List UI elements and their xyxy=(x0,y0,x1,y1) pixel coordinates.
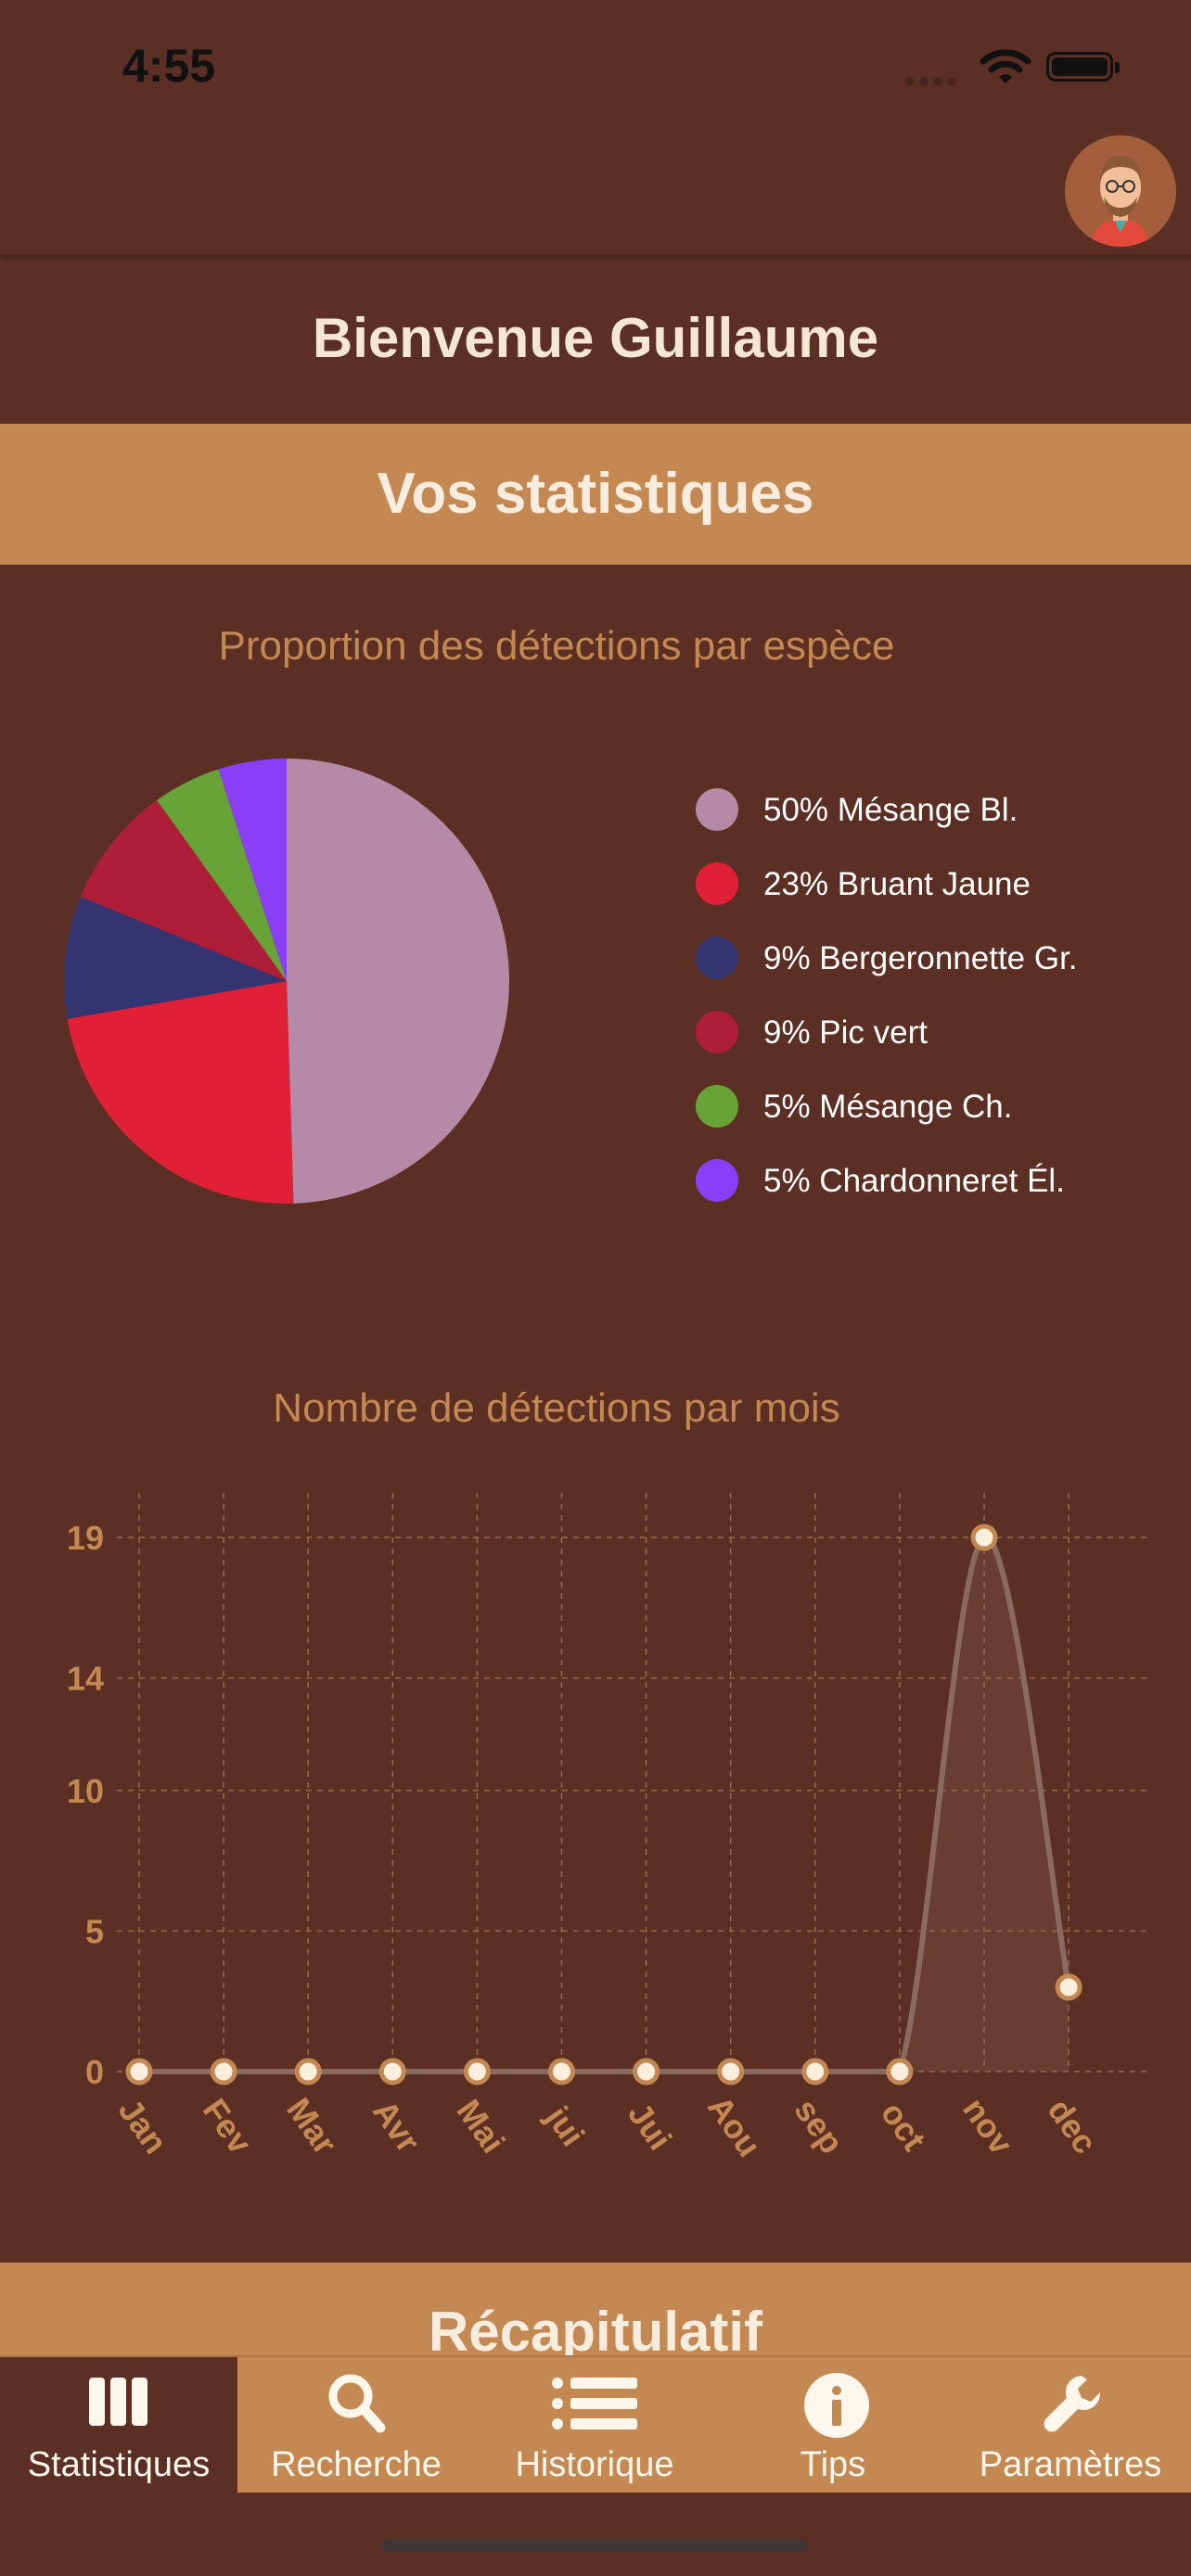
search-icon xyxy=(328,2374,386,2433)
x-tick-label: Mar xyxy=(279,2091,344,2162)
tab-label: Recherche xyxy=(271,2445,442,2484)
columns-icon xyxy=(89,2378,147,2426)
battery-icon xyxy=(1046,52,1120,82)
wifi-icon xyxy=(980,49,1031,83)
tab-recherche[interactable]: Recherche xyxy=(237,2357,475,2493)
app-header xyxy=(0,130,1191,256)
pie-slice-3 xyxy=(80,799,288,981)
legend-label: 5% Mésange Ch. xyxy=(763,1089,1013,1125)
x-tick-label: sep xyxy=(787,2092,851,2161)
home-indicator xyxy=(382,2539,809,2552)
pie-slice-1 xyxy=(67,981,294,1204)
x-tick-label: jui xyxy=(538,2098,592,2153)
data-point xyxy=(717,2058,745,2085)
legend-swatch xyxy=(696,937,738,979)
y-tick-label: 5 xyxy=(85,1912,104,1950)
y-tick-label: 14 xyxy=(67,1660,104,1698)
welcome-heading: Bienvenue Guillaume xyxy=(312,307,879,369)
data-point xyxy=(548,2058,575,2085)
legend-swatch xyxy=(696,788,738,831)
tab-historique[interactable]: Historique xyxy=(476,2357,713,2493)
series-area xyxy=(139,1537,1069,2072)
legend-label: 23% Bruant Jaune xyxy=(763,866,1031,902)
data-point xyxy=(970,1524,998,1551)
tab-label: Paramètres xyxy=(979,2445,1162,2484)
data-point xyxy=(886,2058,914,2085)
pie-chart-title: Proportion des détections par espèce xyxy=(218,623,895,669)
x-tick-label: nov xyxy=(955,2091,1020,2162)
cellular-signal-icon xyxy=(905,74,961,91)
data-point xyxy=(1055,1973,1082,2001)
wrench-icon xyxy=(1044,2376,1101,2432)
data-point xyxy=(801,2058,829,2085)
tab-label: Tips xyxy=(800,2445,866,2484)
stats-section-title: Vos statistiques xyxy=(0,424,1191,565)
x-tick-label: Fev xyxy=(196,2092,260,2161)
user-avatar[interactable] xyxy=(1065,135,1176,247)
bottom-tab-bar: Statistiques Recherche Historique Tips P… xyxy=(0,2355,1191,2493)
data-point xyxy=(210,2058,237,2085)
list-icon xyxy=(552,2378,637,2429)
legend-label: 9% Bergeronnette Gr. xyxy=(763,940,1078,976)
pie-slice-0 xyxy=(287,759,510,1204)
legend-swatch xyxy=(696,1085,738,1128)
status-bar: 4:55 xyxy=(0,0,1191,130)
legend-swatch xyxy=(696,1011,738,1053)
x-tick-label: Avr xyxy=(365,2093,428,2160)
pie-chart xyxy=(64,759,510,1204)
data-point xyxy=(633,2058,660,2085)
tab-label: Historique xyxy=(515,2445,674,2484)
line-chart-title: Nombre de détections par mois xyxy=(273,1385,840,1431)
x-tick-label: Jui xyxy=(621,2096,679,2157)
x-tick-label: Aou xyxy=(700,2088,769,2163)
data-point xyxy=(125,2058,153,2085)
x-tick-label: dec xyxy=(1041,2092,1105,2161)
legend-label: 50% Mésange Bl. xyxy=(763,792,1018,828)
x-tick-label: oct xyxy=(874,2095,934,2158)
pie-slice-2 xyxy=(64,897,287,1019)
pie-slice-4 xyxy=(157,769,287,981)
detections-per-month-chart: 0 5 10 14 19 Jan Fev Mar Avr Mai jui Jui Aou sep oct no… xyxy=(67,1493,1146,2163)
tab-parametres[interactable]: Paramètres xyxy=(952,2357,1189,2493)
legend-swatch xyxy=(696,1159,738,1202)
y-tick-label: 0 xyxy=(85,2053,104,2091)
legend-swatch xyxy=(696,862,738,905)
data-point xyxy=(294,2058,322,2085)
legend-label: 9% Pic vert xyxy=(763,1014,928,1051)
y-tick-label: 10 xyxy=(67,1772,104,1810)
legend-label: 5% Chardonneret Él. xyxy=(763,1163,1065,1199)
tab-statistiques[interactable]: Statistiques xyxy=(0,2357,237,2493)
tab-label: Statistiques xyxy=(27,2445,211,2484)
x-tick-label: Mai xyxy=(450,2092,513,2160)
x-tick-label: Jan xyxy=(111,2092,175,2161)
avatar-face-icon xyxy=(1065,135,1176,247)
status-time: 4:55 xyxy=(122,40,216,92)
info-icon xyxy=(804,2373,869,2438)
data-point xyxy=(463,2058,491,2085)
y-tick-label: 19 xyxy=(67,1519,104,1557)
data-point xyxy=(378,2058,406,2085)
tab-tips[interactable]: Tips xyxy=(714,2357,952,2493)
pie-slice-5 xyxy=(218,759,287,981)
